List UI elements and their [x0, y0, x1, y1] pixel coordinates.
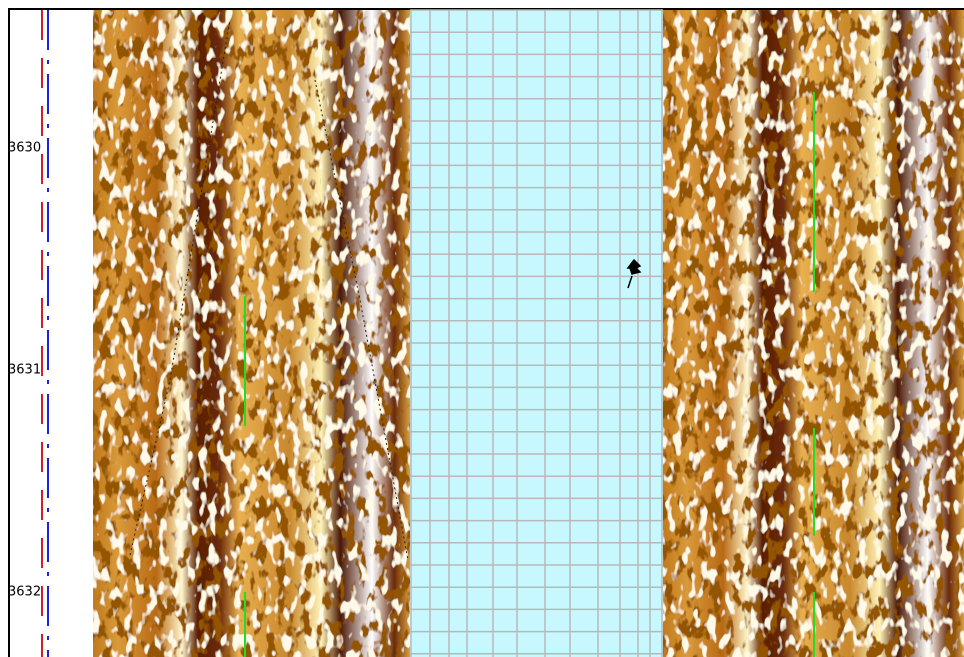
page: {"depth_track": {"labels": ["3630", "363…	[0, 0, 964, 657]
image-track-static	[93, 10, 410, 657]
log-viewer: 3630 3631 3632	[0, 0, 964, 657]
grid-panel	[410, 10, 663, 657]
depth-label: 3630	[8, 141, 41, 156]
depth-label: 3632	[8, 585, 41, 600]
depth-label: 3631	[8, 363, 41, 378]
